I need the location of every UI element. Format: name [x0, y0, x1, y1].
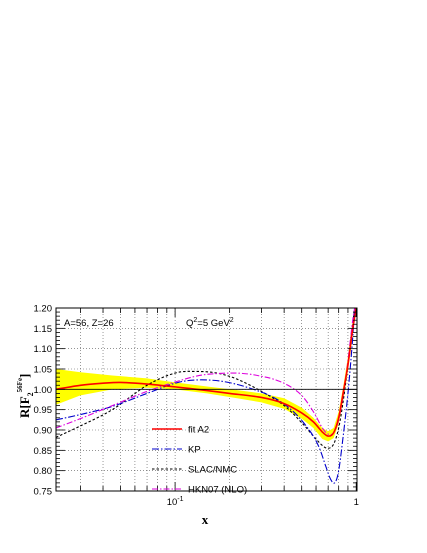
plot-border	[55, 307, 358, 492]
axis-ticks: 0.75 0.80 0.85 0.90 0.95 1.00 1.05 1.10 1.15 1.20…	[34, 304, 359, 509]
legend: fit A2 KP SLAC/NMC HKN07 (NLO)	[152, 425, 247, 496]
legend-label-hkn07-nlo: HKN07 (NLO)	[188, 485, 247, 496]
y-axis-title: R[F256Fe]	[16, 374, 35, 418]
y-tick-label: 0.75	[34, 487, 53, 498]
plot-frame	[55, 307, 358, 492]
legend-label-fit-a2: fit A2	[188, 425, 209, 436]
y-tick-label: 1.00	[34, 385, 53, 396]
x-axis-title: x	[202, 512, 209, 527]
nucleus-annotation: A=56, Z=26	[64, 318, 114, 329]
y-tick-label: 0.95	[34, 405, 53, 416]
q2-annotation: Q2=5 GeV2	[186, 317, 234, 329]
y-tick-label: 0.80	[34, 466, 53, 477]
y-tick-label: 1.05	[34, 365, 53, 376]
y-tick-label: 1.10	[34, 344, 53, 355]
x-tick-label: 10-1	[167, 496, 184, 508]
series-group	[56, 308, 357, 484]
legend-label-slac-nmc: SLAC/NMC	[188, 465, 237, 476]
y-tick-label: 1.15	[34, 324, 53, 335]
y-tick-label: 0.85	[34, 446, 53, 457]
legend-label-kp: KP	[188, 445, 201, 456]
series-line-kp	[56, 308, 356, 484]
y-tick-label: 1.20	[34, 304, 53, 315]
y-tick-label: 0.90	[34, 426, 53, 437]
series-line-fit-a2	[56, 308, 357, 437]
x-tick-label: 1	[354, 497, 359, 508]
